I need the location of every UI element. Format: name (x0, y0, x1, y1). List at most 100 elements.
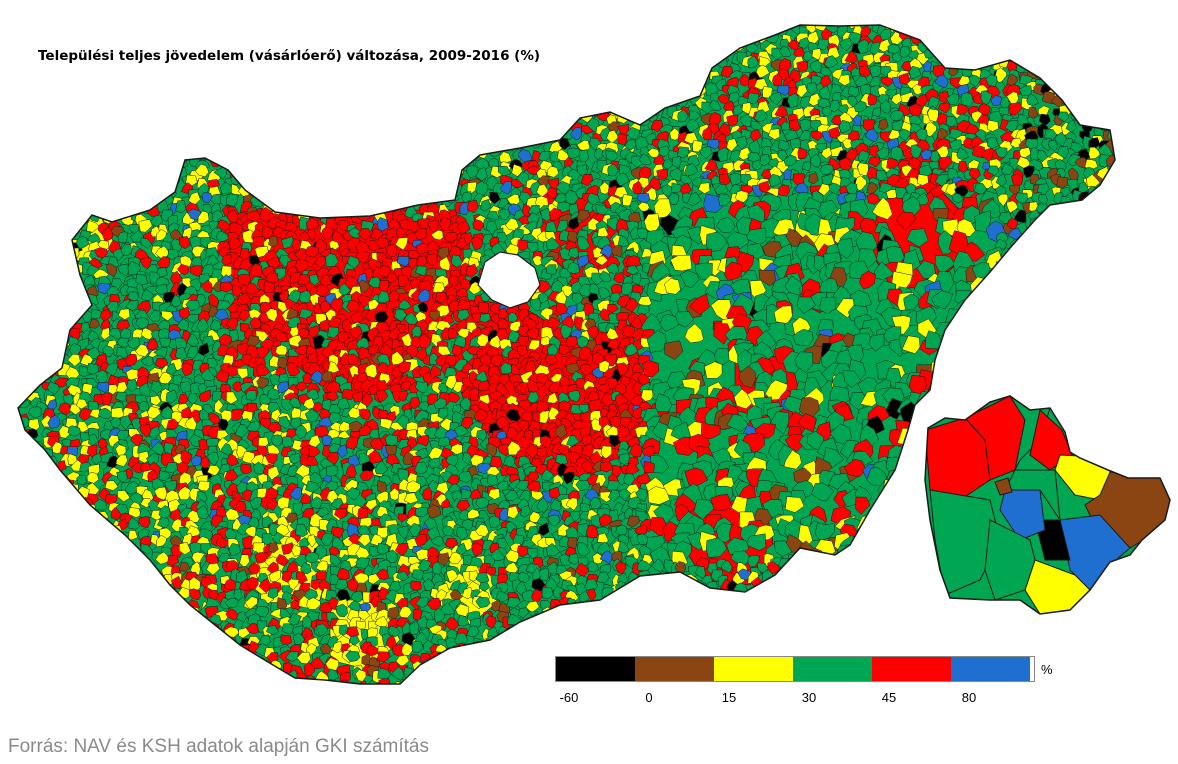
settlement-cell (456, 220, 471, 234)
settlement-cell (578, 49, 589, 62)
settlement-cell (66, 163, 79, 178)
settlement-cell (18, 63, 24, 75)
settlement-cell (377, 76, 392, 90)
settlement-cell (117, 263, 129, 277)
settlement-cell (458, 142, 473, 155)
settlement-cell (867, 193, 881, 205)
settlement-cell (1107, 51, 1115, 65)
settlement-cell (196, 78, 210, 93)
settlement-cell (371, 94, 384, 107)
settlement-cell (972, 30, 984, 42)
settlement-cell (448, 149, 460, 164)
settlement-cell (995, 367, 1011, 382)
settlement-cell (978, 49, 993, 64)
settlement-cell (1088, 313, 1101, 326)
settlement-cell (908, 65, 922, 80)
settlement-cell (228, 25, 240, 29)
settlement-cell (155, 245, 170, 259)
settlement-cell (79, 122, 91, 138)
settlement-cell (599, 70, 613, 81)
settlement-cell (599, 74, 614, 89)
settlement-cell (1088, 146, 1102, 160)
settlement-cell (470, 72, 483, 82)
settlement-cell (19, 253, 33, 268)
settlement-cell (289, 140, 302, 153)
settlement-cell (132, 147, 144, 161)
settlement-cell (938, 90, 950, 104)
settlement-cell (77, 68, 92, 81)
settlement-cell (431, 28, 445, 43)
settlement-cell (417, 139, 429, 153)
settlement-cell (325, 29, 339, 41)
settlement-cell (259, 100, 271, 113)
settlement-cell (367, 107, 379, 121)
settlement-cell (316, 111, 328, 125)
settlement-cell (1034, 331, 1047, 345)
settlement-cell (218, 93, 232, 106)
settlement-cell (1047, 307, 1060, 321)
settlement-cell (577, 236, 591, 251)
settlement-cell (619, 26, 633, 38)
settlement-cell (186, 25, 198, 36)
settlement-cell (297, 161, 309, 175)
settlement-cell (1103, 61, 1114, 74)
settlement-cell (41, 37, 54, 53)
settlement-cell (499, 25, 512, 27)
settlement-cell (666, 57, 681, 68)
settlement-cell (31, 451, 42, 466)
settlement-cell (646, 85, 660, 98)
settlement-cell (61, 160, 73, 174)
settlement-cell (379, 27, 392, 38)
settlement-cell (1057, 326, 1072, 339)
settlement-cell (868, 144, 880, 158)
settlement-cell (49, 241, 64, 254)
settlement-cell (385, 147, 399, 158)
settlement-cell (281, 185, 296, 197)
settlement-cell (328, 25, 342, 27)
settlement-cell (246, 43, 260, 56)
settlement-cell (1037, 358, 1051, 370)
settlement-cell (18, 146, 26, 159)
settlement-cell (712, 25, 725, 38)
settlement-cell (552, 123, 565, 137)
settlement-cell (42, 90, 55, 106)
settlement-cell (398, 54, 410, 68)
settlement-cell (138, 130, 152, 145)
settlement-cell (336, 199, 349, 212)
settlement-cell (128, 54, 142, 69)
settlement-cell (476, 130, 488, 146)
settlement-cell (178, 235, 191, 250)
settlement-cell (42, 180, 56, 195)
settlement-cell (582, 95, 596, 109)
settlement-cell (986, 137, 1000, 149)
settlement-cell (484, 97, 499, 111)
settlement-cell (388, 140, 401, 150)
settlement-cell (125, 25, 139, 27)
settlement-cell (381, 165, 395, 178)
settlement-cell (765, 25, 780, 33)
settlement-cell (1104, 347, 1115, 362)
settlement-cell (1106, 368, 1115, 380)
settlement-cell (618, 164, 631, 176)
settlement-cell (390, 25, 403, 26)
settlement-cell (304, 246, 319, 258)
settlement-cell (60, 242, 73, 253)
settlement-cell (1069, 65, 1083, 78)
settlement-cell (172, 104, 185, 115)
settlement-cell (509, 25, 522, 26)
settlement-cell (56, 25, 70, 39)
settlement-cell (18, 302, 23, 315)
settlement-cell (187, 141, 201, 155)
settlement-cell (101, 104, 113, 117)
settlement-cell (107, 49, 121, 62)
settlement-cell (47, 344, 61, 355)
settlement-cell (660, 51, 674, 67)
settlement-cell (707, 139, 721, 150)
settlement-cell (128, 141, 140, 154)
settlement-cell (387, 107, 403, 120)
settlement-cell (455, 93, 469, 104)
settlement-cell (37, 159, 50, 173)
settlement-cell (21, 277, 33, 291)
settlement-cell (29, 247, 39, 262)
settlement-cell (607, 163, 619, 177)
